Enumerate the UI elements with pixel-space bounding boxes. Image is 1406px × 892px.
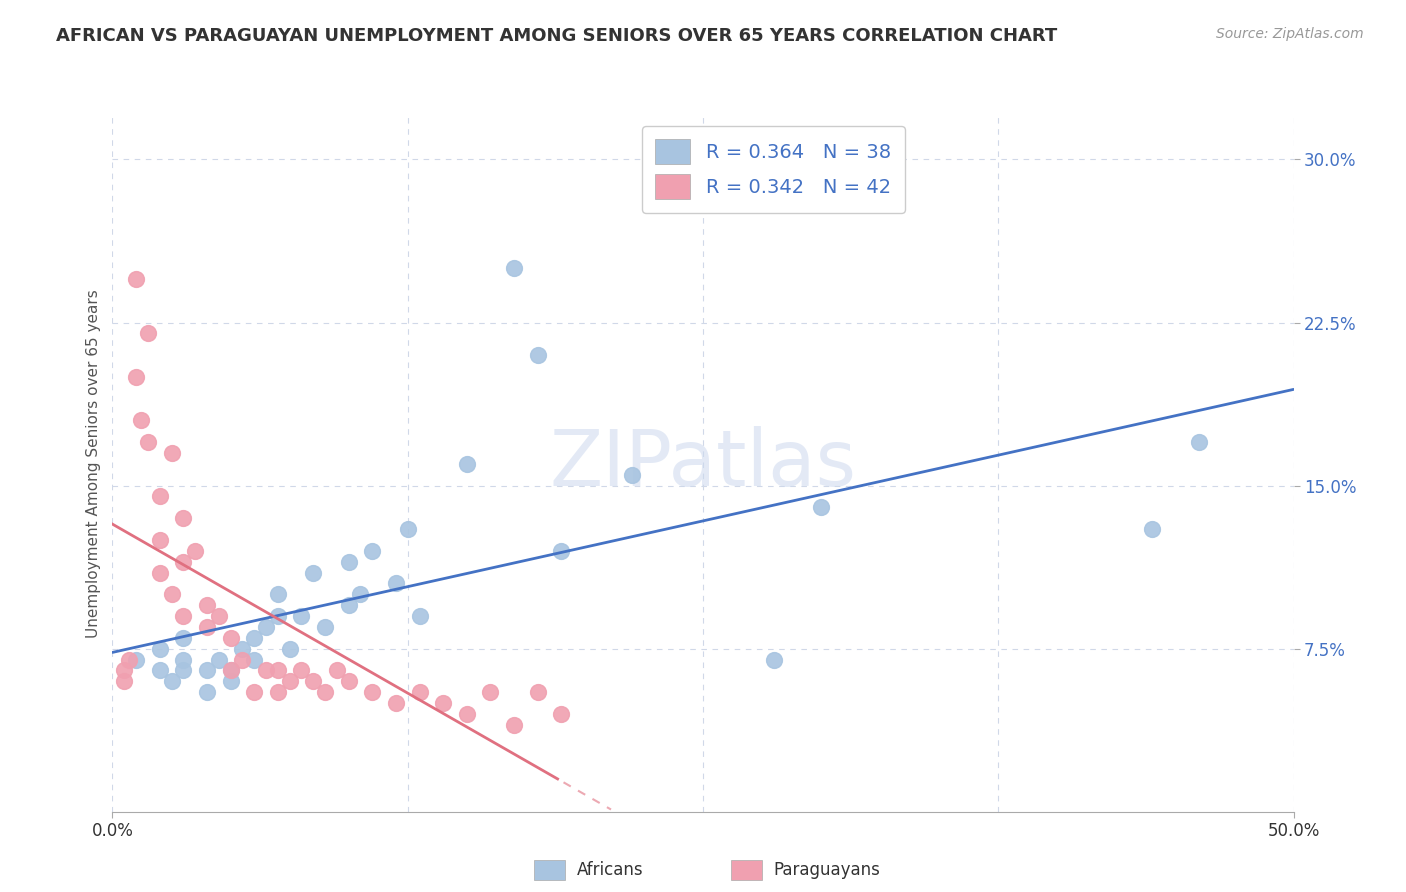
Point xyxy=(550,706,572,721)
Point xyxy=(479,685,502,699)
Point xyxy=(290,664,312,678)
Text: ZIPatlas: ZIPatlas xyxy=(550,425,856,502)
Point xyxy=(184,544,207,558)
Point xyxy=(219,674,242,689)
Point xyxy=(408,685,430,699)
Point xyxy=(432,696,454,710)
Point xyxy=(526,348,548,362)
Point xyxy=(361,544,384,558)
Point xyxy=(337,674,360,689)
Point xyxy=(302,674,325,689)
Point xyxy=(219,631,242,645)
Point xyxy=(112,664,135,678)
Point xyxy=(195,685,218,699)
Point xyxy=(526,685,548,699)
Point xyxy=(208,652,231,666)
Point xyxy=(172,664,194,678)
Point xyxy=(243,652,266,666)
Point xyxy=(243,685,266,699)
Y-axis label: Unemployment Among Seniors over 65 years: Unemployment Among Seniors over 65 years xyxy=(86,290,101,638)
Point xyxy=(550,544,572,558)
Point xyxy=(195,664,218,678)
Point xyxy=(290,609,312,624)
Point xyxy=(243,631,266,645)
Point xyxy=(337,598,360,612)
Point xyxy=(195,598,218,612)
Point xyxy=(172,631,194,645)
Point xyxy=(314,685,336,699)
Point xyxy=(129,413,152,427)
Point xyxy=(1140,522,1163,536)
Point xyxy=(396,522,419,536)
Point xyxy=(456,706,478,721)
Point xyxy=(160,674,183,689)
Point xyxy=(112,674,135,689)
Point xyxy=(762,652,785,666)
Point xyxy=(136,326,159,341)
Point xyxy=(195,620,218,634)
Point xyxy=(172,511,194,525)
Point xyxy=(172,652,194,666)
Point xyxy=(125,272,148,286)
Point xyxy=(136,435,159,450)
Point xyxy=(160,446,183,460)
Point xyxy=(385,696,408,710)
Text: Source: ZipAtlas.com: Source: ZipAtlas.com xyxy=(1216,27,1364,41)
Point xyxy=(361,685,384,699)
Point xyxy=(267,685,290,699)
Point xyxy=(326,664,349,678)
Point xyxy=(267,609,290,624)
Point xyxy=(337,555,360,569)
Point xyxy=(149,664,172,678)
Point xyxy=(231,641,253,656)
Point xyxy=(278,674,301,689)
Point xyxy=(1188,435,1211,450)
Point xyxy=(621,467,644,482)
Point xyxy=(267,587,290,601)
Point xyxy=(149,490,172,504)
Legend: R = 0.364   N = 38, R = 0.342   N = 42: R = 0.364 N = 38, R = 0.342 N = 42 xyxy=(643,126,905,212)
Text: AFRICAN VS PARAGUAYAN UNEMPLOYMENT AMONG SENIORS OVER 65 YEARS CORRELATION CHART: AFRICAN VS PARAGUAYAN UNEMPLOYMENT AMONG… xyxy=(56,27,1057,45)
Point xyxy=(149,641,172,656)
Text: Africans: Africans xyxy=(576,861,643,879)
Point xyxy=(314,620,336,634)
Point xyxy=(118,652,141,666)
Point xyxy=(278,641,301,656)
Point xyxy=(503,717,526,731)
Point xyxy=(254,664,277,678)
Point xyxy=(503,261,526,276)
Point xyxy=(125,369,148,384)
Point xyxy=(208,609,231,624)
Point xyxy=(408,609,430,624)
Point xyxy=(254,620,277,634)
Point xyxy=(456,457,478,471)
Point xyxy=(125,652,148,666)
Point xyxy=(267,664,290,678)
Point xyxy=(149,566,172,580)
Point xyxy=(302,566,325,580)
Point xyxy=(810,500,832,515)
Point xyxy=(349,587,371,601)
Point xyxy=(231,652,253,666)
Text: Paraguayans: Paraguayans xyxy=(773,861,880,879)
Point xyxy=(219,664,242,678)
Point xyxy=(149,533,172,547)
Point xyxy=(172,609,194,624)
Point xyxy=(385,576,408,591)
Point xyxy=(160,587,183,601)
Point xyxy=(219,664,242,678)
Point xyxy=(172,555,194,569)
